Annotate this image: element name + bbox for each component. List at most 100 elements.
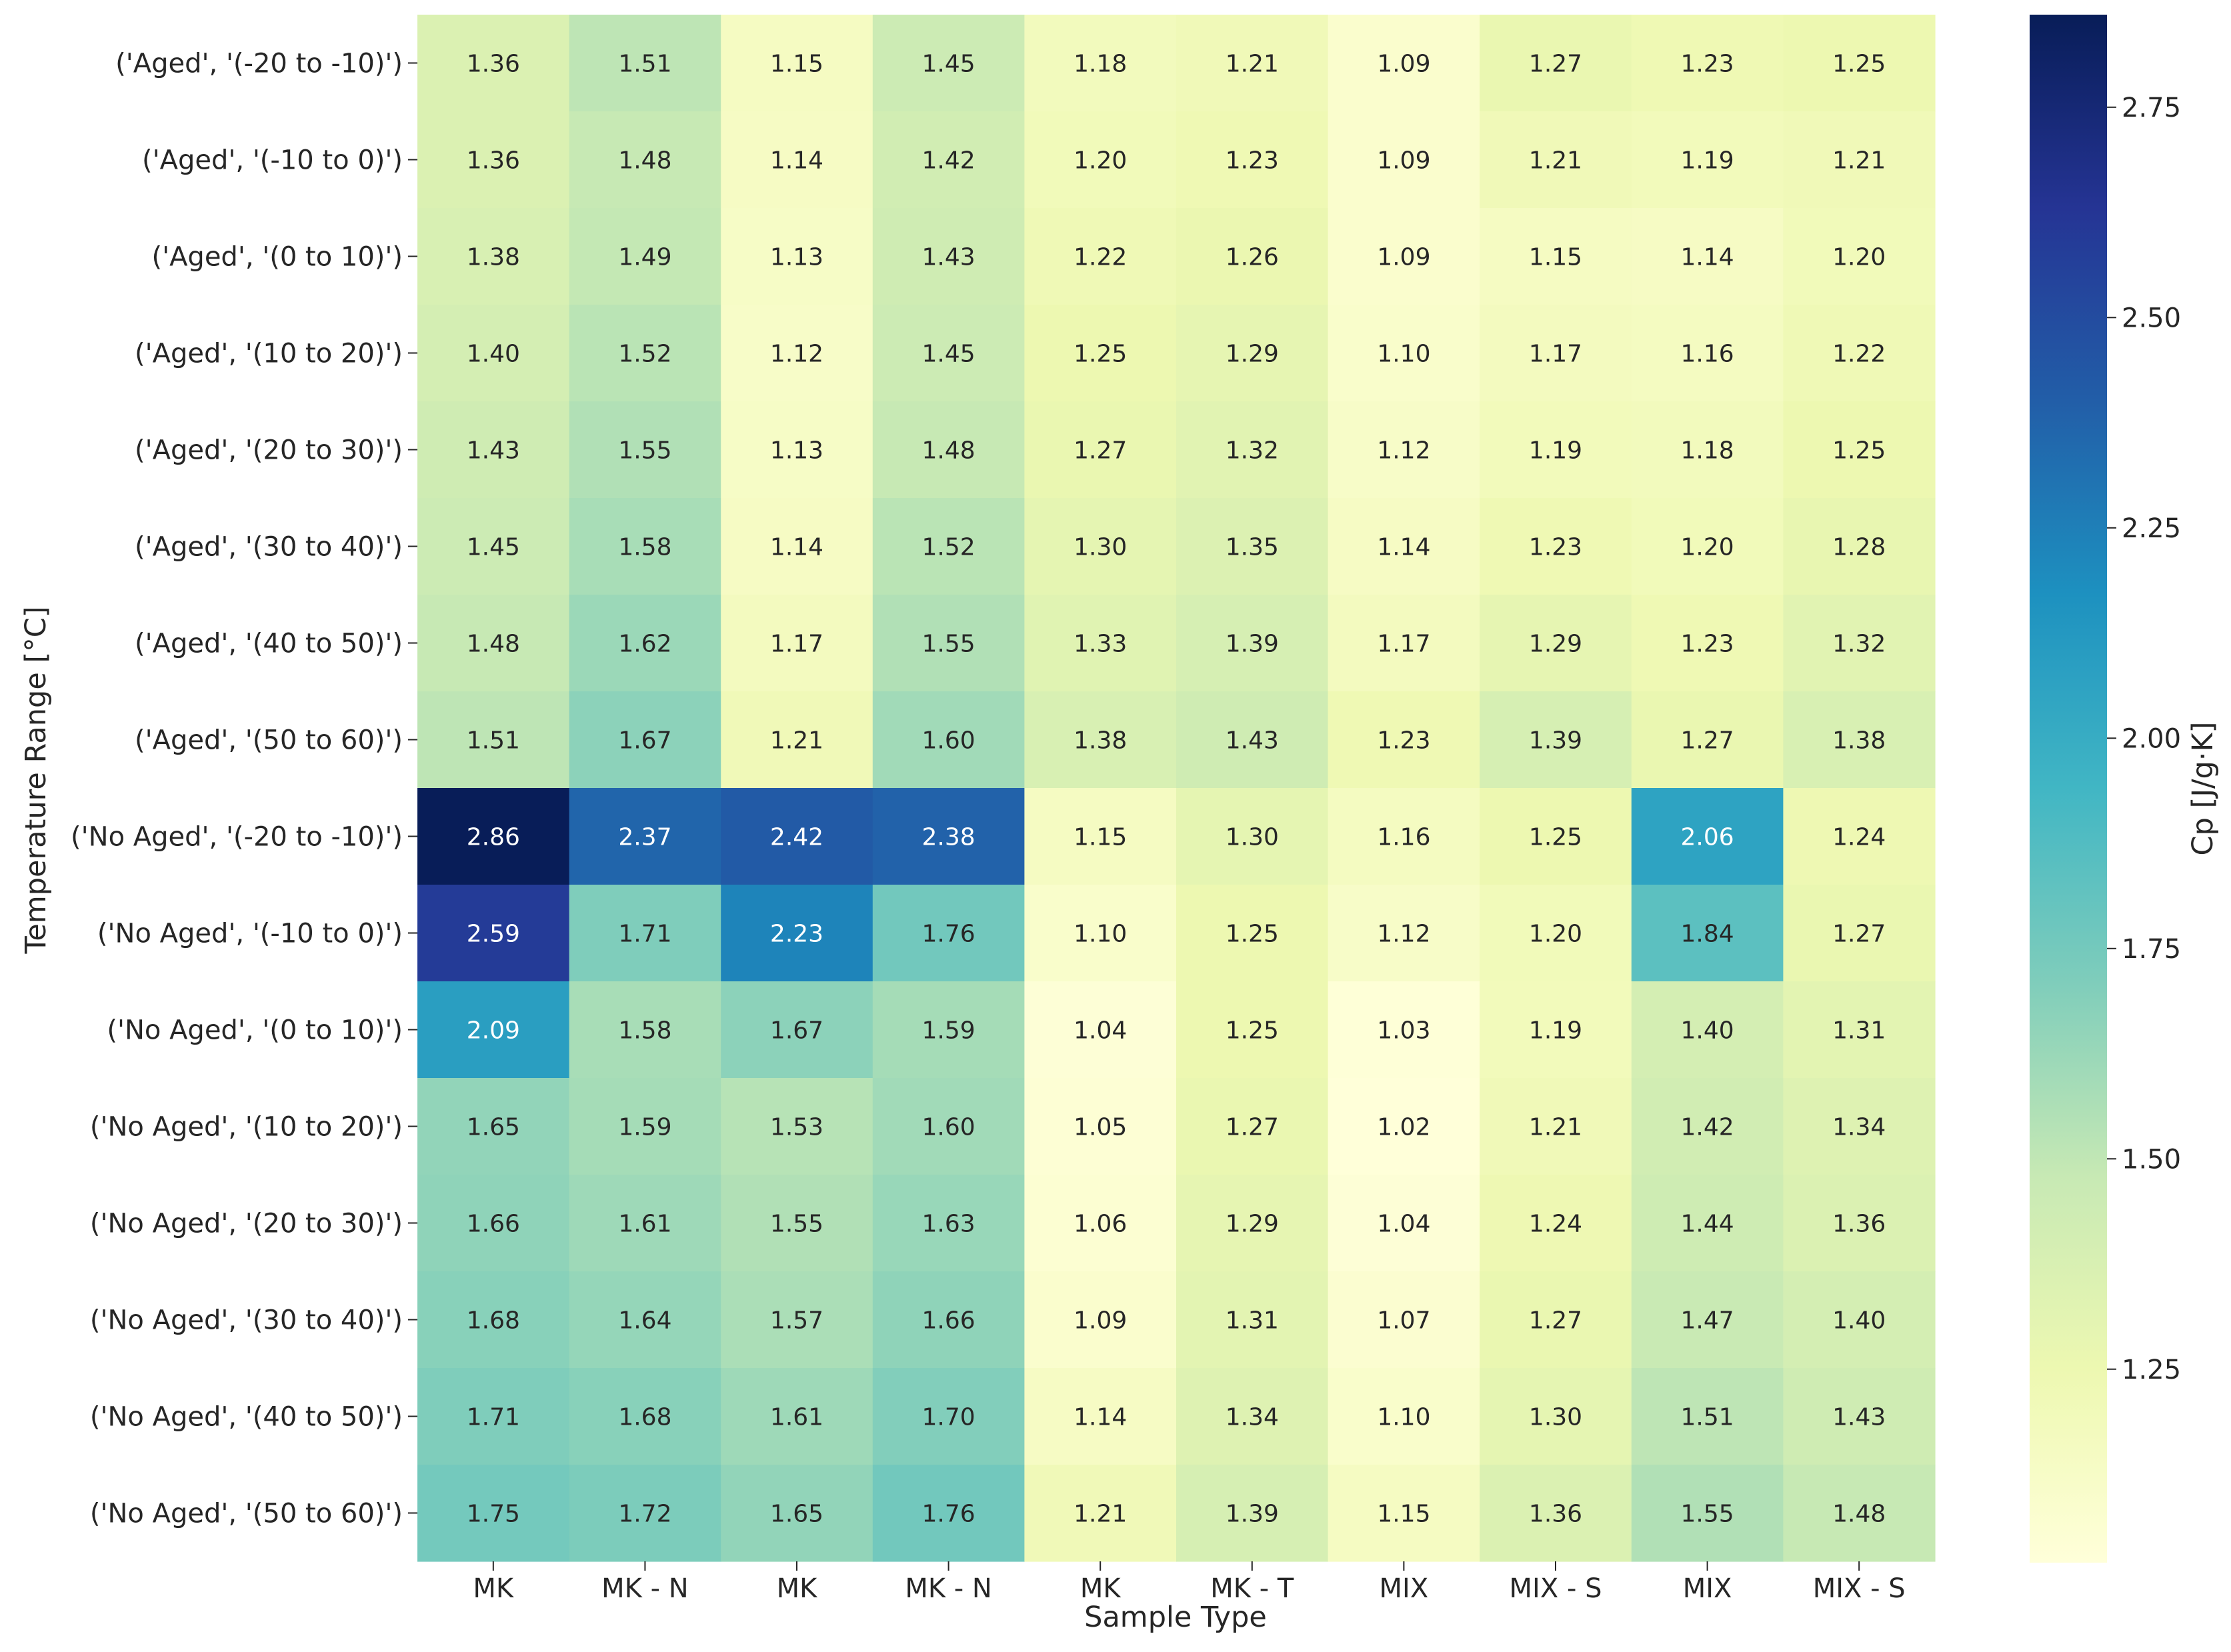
heatmap-cell: [1328, 111, 1480, 209]
cell-value-label: 1.27: [1681, 727, 1734, 755]
heatmap-cell: [1480, 111, 1632, 209]
heatmap-cell: [721, 1465, 873, 1562]
cell-value-label: 1.25: [1073, 341, 1127, 368]
heatmap-cell: [1176, 1078, 1329, 1175]
cell-value-label: 1.14: [1377, 534, 1430, 561]
y-tick-label: ('Aged', '(20 to 30)'): [135, 435, 403, 466]
colorbar-tick-label: 1.75: [2122, 934, 2181, 965]
cell-value-label: 1.20: [1832, 244, 1886, 271]
heatmap-cell: [569, 691, 721, 789]
heatmap-cell: [569, 595, 721, 692]
heatmap-cell: [569, 1175, 721, 1272]
cell-value-label: 1.55: [770, 1211, 823, 1238]
cell-value-label: 1.68: [467, 1307, 520, 1335]
cell-value-label: 1.60: [922, 727, 975, 755]
cell-value-labels: 1.36 1.51 1.15 1.45 1.18 1.21 1.09 1.27 1.23 1.25…: [467, 51, 1886, 1528]
cell-value-label: 1.30: [1529, 1404, 1582, 1431]
heatmap-cell: [1024, 401, 1177, 499]
heatmap-cell: [417, 595, 570, 692]
cell-value-label: 1.43: [922, 244, 975, 271]
heatmap-cells: [417, 15, 1936, 1562]
cell-value-label: 1.70: [922, 1404, 975, 1431]
heatmap-cell: [1024, 111, 1177, 209]
heatmap-cell: [721, 981, 873, 1079]
colorbar-tick-label: 2.00: [2122, 723, 2181, 754]
x-tick-label: MIX - S: [1510, 1573, 1602, 1604]
heatmap-cell: [569, 111, 721, 209]
heatmap-cell: [721, 788, 873, 885]
heatmap-cell: [1024, 1078, 1177, 1175]
cell-value-label: 1.42: [1681, 1114, 1734, 1141]
x-tick-label: MK - N: [601, 1573, 689, 1604]
heatmap-cell: [1783, 1078, 1936, 1175]
heatmap-cell: [1480, 788, 1632, 885]
cell-value-label: 1.23: [1681, 51, 1734, 78]
cell-value-label: 1.67: [618, 727, 671, 755]
cell-value-label: 1.12: [770, 341, 823, 368]
heatmap-cell: [1176, 1465, 1329, 1562]
cell-value-label: 2.86: [467, 824, 520, 851]
y-tick-label: ('Aged', '(50 to 60)'): [135, 725, 403, 756]
cell-value-label: 1.27: [1529, 51, 1582, 78]
cell-value-label: 1.23: [1226, 147, 1279, 175]
heatmap-cell: [721, 595, 873, 692]
cell-value-label: 1.25: [1226, 921, 1279, 948]
heatmap-cell: [1631, 15, 1784, 112]
cell-value-label: 1.27: [1832, 921, 1886, 948]
heatmap-cell: [1176, 401, 1329, 499]
heatmap-cell: [1783, 788, 1936, 885]
cell-value-label: 1.24: [1529, 1211, 1582, 1238]
heatmap-cell: [1783, 208, 1936, 305]
cell-value-label: 1.75: [467, 1501, 520, 1528]
cell-value-label: 1.12: [1377, 437, 1430, 465]
cell-value-label: 1.30: [1073, 534, 1127, 561]
heatmap-cell: [1024, 885, 1177, 982]
cell-value-label: 1.45: [922, 341, 975, 368]
heatmap-cell: [1631, 1271, 1784, 1369]
cell-value-label: 1.47: [1681, 1307, 1734, 1335]
cell-value-label: 1.48: [467, 631, 520, 658]
heatmap-cell: [872, 208, 1025, 305]
heatmap-cell: [1480, 15, 1632, 112]
heatmap-cell: [1783, 401, 1936, 499]
heatmap-cell: [417, 1175, 570, 1272]
cell-value-label: 1.66: [467, 1211, 520, 1238]
cell-value-label: 2.42: [770, 824, 823, 851]
heatmap-cell: [1024, 981, 1177, 1079]
cell-value-label: 1.58: [618, 1017, 671, 1045]
cell-value-label: 1.15: [1377, 1501, 1430, 1528]
heatmap-cell: [569, 1271, 721, 1369]
heatmap-cell: [1631, 111, 1784, 209]
heatmap-cell: [1631, 981, 1784, 1079]
cell-value-label: 1.55: [922, 631, 975, 658]
heatmap-cell: [721, 1368, 873, 1465]
y-tick-label: ('Aged', '(0 to 10)'): [151, 242, 403, 273]
x-tick-label: MK: [473, 1573, 515, 1604]
cell-value-label: 1.18: [1681, 437, 1734, 465]
heatmap-cell: [1328, 788, 1480, 885]
cell-value-label: 1.14: [1073, 1404, 1127, 1431]
heatmap-cell: [1176, 1175, 1329, 1272]
heatmap-cell: [872, 595, 1025, 692]
cell-value-label: 2.23: [770, 921, 823, 948]
cell-value-label: 1.03: [1377, 1017, 1430, 1045]
cell-value-label: 1.19: [1529, 1017, 1582, 1045]
cell-value-label: 1.40: [1832, 1307, 1886, 1335]
cell-value-label: 1.40: [1681, 1017, 1734, 1045]
heatmap-cell: [1480, 1465, 1632, 1562]
colorbar-tick-label: 1.50: [2122, 1144, 2181, 1175]
heatmap-cell: [872, 401, 1025, 499]
heatmap-cell: [569, 788, 721, 885]
heatmap-cell: [872, 691, 1025, 789]
heatmap-cell: [1631, 691, 1784, 789]
heatmap-cell: [1631, 1078, 1784, 1175]
cell-value-label: 1.09: [1377, 147, 1430, 175]
heatmap-cell: [872, 1175, 1025, 1272]
heatmap-cell: [1176, 111, 1329, 209]
cell-value-label: 1.59: [922, 1017, 975, 1045]
heatmap-cell: [1328, 1078, 1480, 1175]
cell-value-label: 1.15: [1529, 244, 1582, 271]
heatmap-cell: [721, 691, 873, 789]
cell-value-label: 1.52: [922, 534, 975, 561]
cell-value-label: 1.21: [1832, 147, 1886, 175]
